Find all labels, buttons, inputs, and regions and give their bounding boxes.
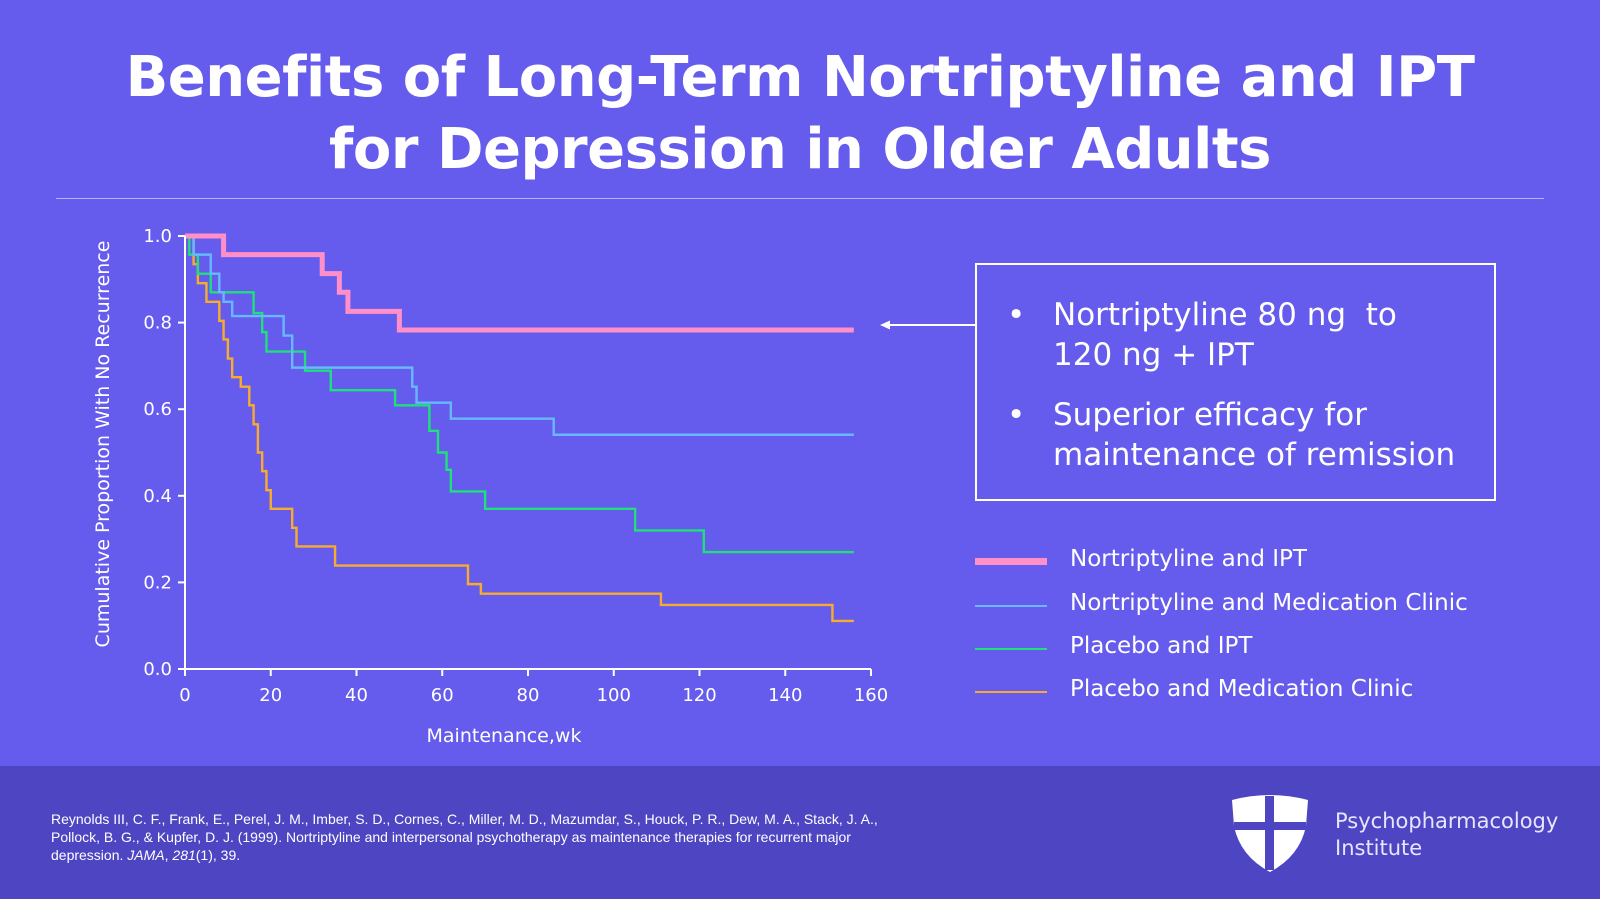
x-tick-label: 20 xyxy=(259,685,282,706)
series-line-nortriptyline-and-medication-clinic xyxy=(185,234,854,436)
shield-logo-icon xyxy=(1232,795,1308,872)
series-line-nortriptyline-and-ipt xyxy=(185,233,854,333)
x-tick-label: 140 xyxy=(768,685,802,706)
bullet-icon: • xyxy=(1007,297,1026,333)
series-line-placebo-and-ipt xyxy=(185,234,854,554)
citation-issue: (1), 39. xyxy=(195,847,241,863)
x-tick-label: 120 xyxy=(682,685,716,706)
series-line-placebo-and-medication-clinic xyxy=(185,234,854,623)
finding-1-line-2: 120 ng + IPT xyxy=(1053,337,1254,373)
title-line-1: Benefits of Long-Term Nortriptyline and … xyxy=(125,45,1475,110)
y-tick-label: 0.2 xyxy=(143,572,172,593)
series-layer xyxy=(185,233,854,623)
y-axis-title: Cumulative Proportion With No Recurrence xyxy=(92,241,114,648)
finding-nortriptyline-dose: • Nortriptyline 80 ng to 120 ng + IPT xyxy=(1007,295,1477,375)
legend-swatch xyxy=(975,605,1047,607)
legend-label: Nortriptyline and IPT xyxy=(1070,546,1307,572)
x-tick-label: 60 xyxy=(431,685,454,706)
legend-label: Placebo and Medication Clinic xyxy=(1070,676,1414,702)
legend-swatch xyxy=(975,691,1047,693)
legend-item-placebo-clinic: Placebo and Medication Clinic xyxy=(975,670,1575,714)
y-tick-label: 0.0 xyxy=(143,659,172,680)
finding-2-line-2: maintenance of remission xyxy=(1053,437,1456,473)
citation-volume: 281 xyxy=(172,847,196,863)
y-tick-label: 0.8 xyxy=(143,313,172,334)
x-tick-label: 80 xyxy=(517,685,540,706)
callout-arrow xyxy=(880,320,975,330)
organization-name: Psychopharmacology Institute xyxy=(1335,808,1558,862)
org-name-line-2: Institute xyxy=(1335,836,1423,860)
y-tick-label: 1.0 xyxy=(143,226,172,247)
footer-bar: Reynolds III, C. F., Frank, E., Perel, J… xyxy=(0,766,1600,899)
x-tick-label: 100 xyxy=(597,685,631,706)
slide-title: Benefits of Long-Term Nortriptyline and … xyxy=(0,42,1600,186)
citation-separator: , xyxy=(164,847,173,863)
org-name-line-1: Psychopharmacology xyxy=(1335,809,1559,833)
finding-superior-efficacy: • Superior efficacy for maintenance of r… xyxy=(1007,395,1477,475)
legend-item-nortriptyline-ipt: Nortriptyline and IPT xyxy=(975,540,1575,584)
finding-2-line-1: Superior efficacy for xyxy=(1053,397,1367,433)
axes-layer: 0 20 40 60 80 100 120 140 160 0.0 0.2 0.4 0.6 0.8 1.0 xyxy=(143,226,888,706)
title-divider xyxy=(56,198,1544,199)
title-line-2: for Depression in Older Adults xyxy=(329,117,1271,182)
survival-chart: 0 20 40 60 80 100 120 140 1600.00.20.40.60.81.0 … xyxy=(92,226,888,747)
legend-swatch xyxy=(975,648,1047,650)
x-tick-label: 0 xyxy=(179,685,190,706)
legend-label: Nortriptyline and Medication Clinic xyxy=(1070,590,1468,616)
key-findings-box: • Nortriptyline 80 ng to 120 ng + IPT • … xyxy=(975,263,1496,501)
y-tick-label: 0.6 xyxy=(143,399,172,420)
legend-label: Placebo and IPT xyxy=(1070,633,1253,659)
legend-item-placebo-ipt: Placebo and IPT xyxy=(975,627,1575,671)
legend-item-nortriptyline-clinic: Nortriptyline and Medication Clinic xyxy=(975,584,1575,628)
bullet-icon: • xyxy=(1007,397,1026,433)
x-tick-label: 160 xyxy=(854,685,888,706)
citation-journal: JAMA xyxy=(127,847,165,863)
reference-citation: Reynolds III, C. F., Frank, E., Perel, J… xyxy=(51,810,911,864)
x-axis-title: Maintenance,wk xyxy=(427,725,582,747)
finding-1-line-1: Nortriptyline 80 ng to xyxy=(1053,297,1397,333)
legend-swatch xyxy=(975,558,1047,565)
y-tick-label: 0.4 xyxy=(143,486,172,507)
x-tick-label: 40 xyxy=(345,685,368,706)
citation-text: Reynolds III, C. F., Frank, E., Perel, J… xyxy=(51,811,878,863)
